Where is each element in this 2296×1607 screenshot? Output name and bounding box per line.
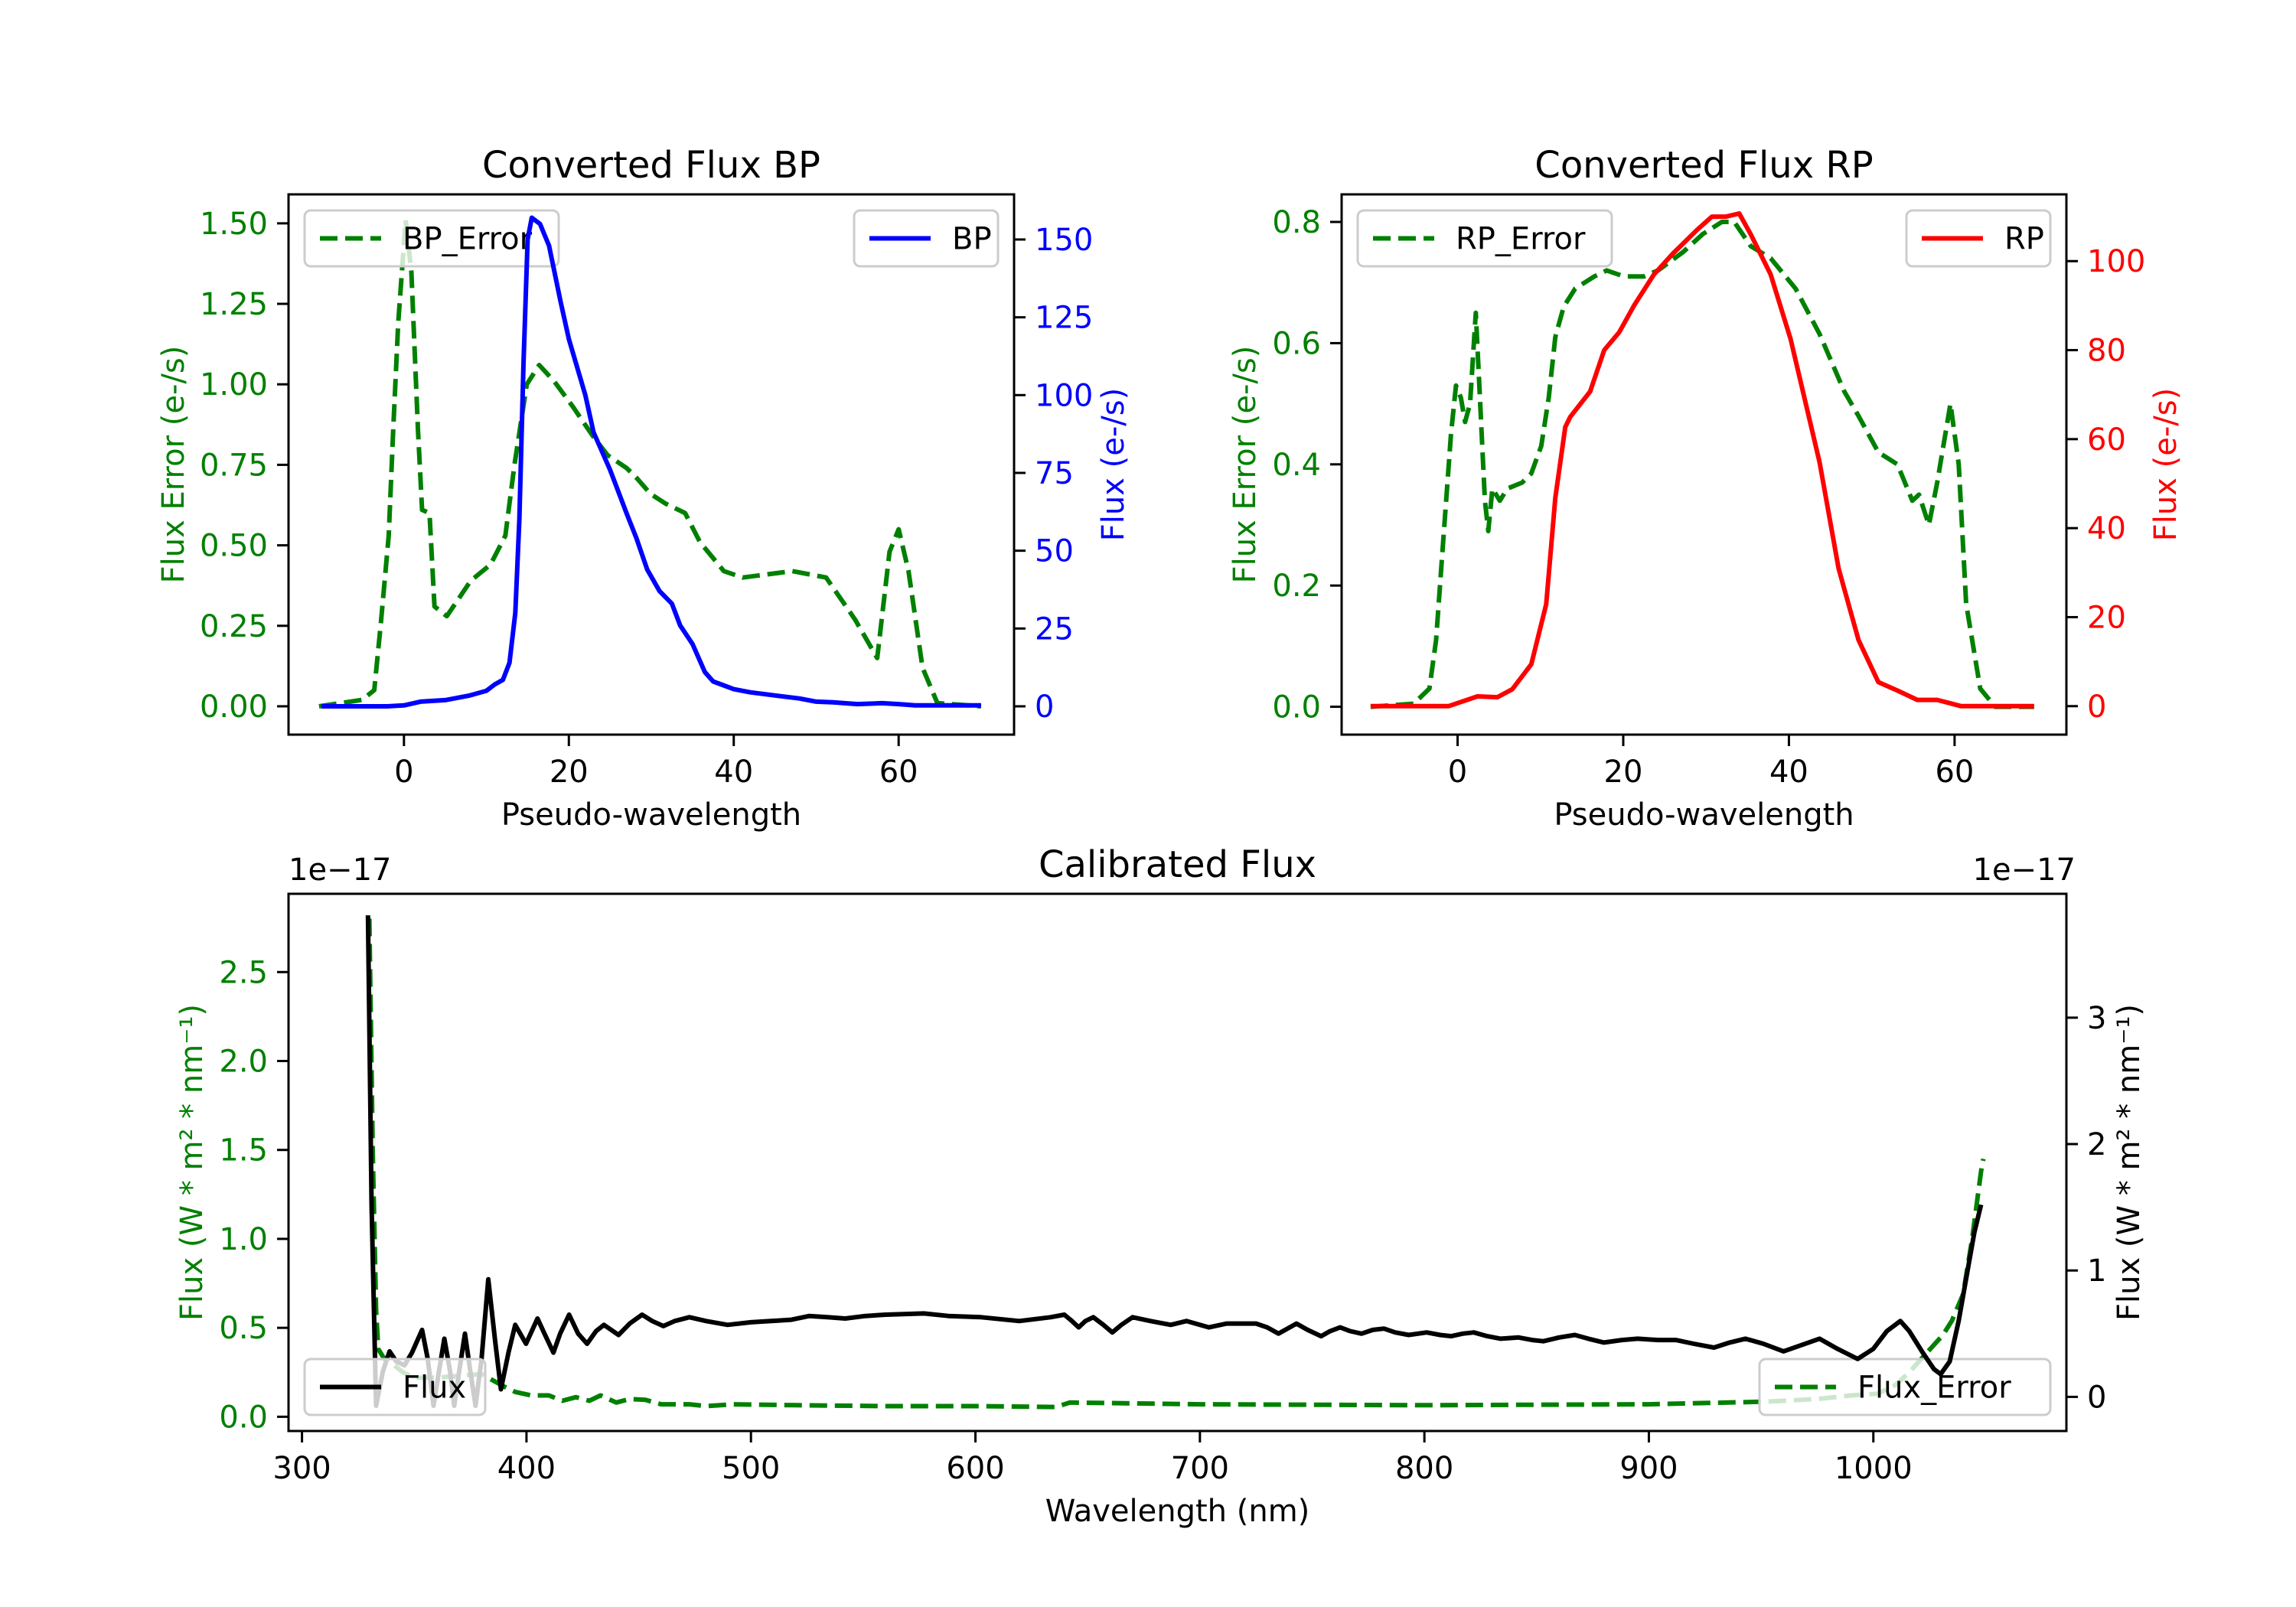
x-tick-label: 400	[497, 1451, 556, 1486]
left-axis-series	[367, 918, 1986, 1410]
y-tick-label-left: 2.0	[219, 1045, 268, 1080]
y-axis-label-right: Flux (W * m² * nm⁻¹)	[2112, 1004, 2147, 1321]
legend-rp: RP	[1905, 209, 2052, 268]
y-axis-label-right: Flux (e-/s)	[1096, 388, 1131, 541]
y-tick-label-right: 50	[1035, 534, 1074, 569]
right-axis-series	[365, 915, 1984, 1408]
y-tick-label-right: 0	[2087, 689, 2106, 725]
y-tick-label-left: 1.00	[200, 367, 268, 403]
y-axis-label-left: Flux Error (e-/s)	[1228, 346, 1263, 584]
y-tick-label-left: 1.5	[219, 1133, 268, 1169]
x-tick-label: 1000	[1835, 1451, 1913, 1486]
x-axis-label: Pseudo-wavelength	[501, 797, 801, 833]
legend-frame	[303, 209, 560, 268]
series-line-bp-error	[318, 217, 982, 709]
series-line-rp	[1370, 211, 2034, 709]
x-tick-label: 900	[1619, 1451, 1678, 1486]
y-axis-label-right: Flux (e-/s)	[2148, 388, 2183, 541]
legend-frame	[303, 1358, 487, 1416]
legend-rp-error: RP_Error	[1356, 209, 1613, 268]
x-tick-label: 0	[1448, 755, 1467, 790]
series-line-flux-error	[367, 918, 1986, 1410]
y-tick-label-right: 100	[1035, 378, 1093, 413]
y-tick-label-left: 0.75	[200, 448, 268, 483]
x-tick-label: 60	[1935, 755, 1974, 790]
offset-text-left: 1e−17	[289, 852, 391, 888]
x-tick-label: 20	[550, 755, 589, 790]
y-tick-label-right: 0	[1035, 689, 1054, 725]
series-line-rp-error	[1370, 220, 2034, 709]
left-axis-series	[318, 217, 982, 709]
x-tick-label: 500	[722, 1451, 780, 1486]
x-tick-label: 300	[272, 1451, 331, 1486]
legend-bp-error: BP_Error	[303, 209, 560, 268]
y-tick-label-left: 1.0	[219, 1222, 268, 1257]
left-axis-series	[1370, 220, 2034, 709]
y-tick-label-left: 0.8	[1272, 205, 1321, 240]
axes-rp: RP_Error RP 0 20 40 60 0.0 0.2 0.4 0.6 0.8 Flux Err…	[1228, 144, 2183, 833]
y-tick-label-left: 0.2	[1272, 569, 1321, 604]
x-axis-label: Pseudo-wavelength	[1554, 797, 1854, 833]
x-tick-label: 700	[1171, 1451, 1229, 1486]
y-tick-label-right: 80	[2087, 334, 2126, 369]
y-tick-label-left: 0.4	[1272, 448, 1321, 483]
chart-title: Converted Flux RP	[1534, 144, 1873, 187]
series-line-flux	[365, 915, 1984, 1408]
y-tick-label-right: 0	[2087, 1380, 2106, 1415]
chart-title: Converted Flux BP	[482, 144, 820, 187]
legend-label: BP	[952, 222, 992, 257]
y-tick-label-right: 125	[1035, 301, 1093, 336]
y-tick-label-left: 0.0	[1272, 690, 1321, 725]
offset-text-right: 1e−17	[1973, 852, 2076, 888]
y-tick-label-right: 3	[2087, 1001, 2106, 1036]
legend-label: RP_Error	[1456, 222, 1586, 257]
y-tick-label-left: 2.5	[219, 955, 268, 990]
series-line-bp	[321, 215, 981, 709]
legend-label: Flux_Error	[1857, 1371, 2011, 1406]
y-axis-label-left: Flux Error (e-/s)	[156, 346, 191, 584]
y-tick-label-right: 2	[2087, 1127, 2106, 1162]
axes-bp: BP_Error BP 0 20 40 60 0.00 0.25 0.50 0.75 1.00 1.2…	[156, 144, 1131, 833]
x-tick-label: 40	[714, 755, 753, 790]
right-axis-series	[1370, 211, 2034, 709]
axes-calibrated: Flux_Error Flux 300 400 500 600 700 800 900 1000 0…	[174, 843, 2147, 1529]
axes-frame	[287, 892, 2068, 1433]
y-tick-label-right: 40	[2087, 511, 2126, 546]
y-tick-label-right: 25	[1035, 611, 1074, 647]
axes-frame	[287, 193, 1016, 736]
y-tick-label-left: 0.00	[200, 689, 268, 725]
legend-flux-error: Flux_Error	[1758, 1358, 2052, 1416]
y-tick-label-left: 1.50	[200, 207, 268, 242]
legend-flux: Flux	[303, 1358, 487, 1416]
y-tick-label-left: 0.6	[1272, 326, 1321, 361]
y-tick-label-right: 150	[1035, 223, 1093, 258]
x-tick-label: 60	[879, 755, 918, 790]
x-axis-label: Wavelength (nm)	[1045, 1494, 1310, 1529]
chart-title: Calibrated Flux	[1039, 843, 1316, 886]
x-tick-label: 20	[1604, 755, 1643, 790]
y-tick-label-right: 1	[2087, 1253, 2106, 1289]
legend-label: Flux	[403, 1371, 466, 1406]
y-tick-label-right: 60	[2087, 422, 2126, 458]
y-tick-label-left: 1.25	[200, 287, 268, 322]
y-tick-label-left: 0.50	[200, 529, 268, 564]
y-tick-label-left: 0.25	[200, 609, 268, 644]
legend-frame	[1758, 1358, 2052, 1416]
y-tick-label-left: 0.0	[219, 1400, 268, 1435]
legend-bp: BP	[853, 209, 1000, 268]
y-tick-label-left: 0.5	[219, 1311, 268, 1346]
legend-frame	[1356, 209, 1613, 268]
y-tick-label-right: 100	[2087, 244, 2145, 279]
x-tick-label: 600	[946, 1451, 1004, 1486]
legend-label: RP	[2004, 222, 2044, 257]
y-tick-label-right: 20	[2087, 600, 2126, 635]
y-tick-label-right: 75	[1035, 456, 1074, 491]
x-tick-label: 0	[394, 755, 413, 790]
legend-label: BP_Error	[403, 222, 533, 257]
x-tick-label: 40	[1769, 755, 1808, 790]
x-tick-label: 800	[1395, 1451, 1453, 1486]
right-axis-series	[321, 215, 981, 709]
y-axis-label-left: Flux (W * m² * nm⁻¹)	[174, 1004, 210, 1321]
